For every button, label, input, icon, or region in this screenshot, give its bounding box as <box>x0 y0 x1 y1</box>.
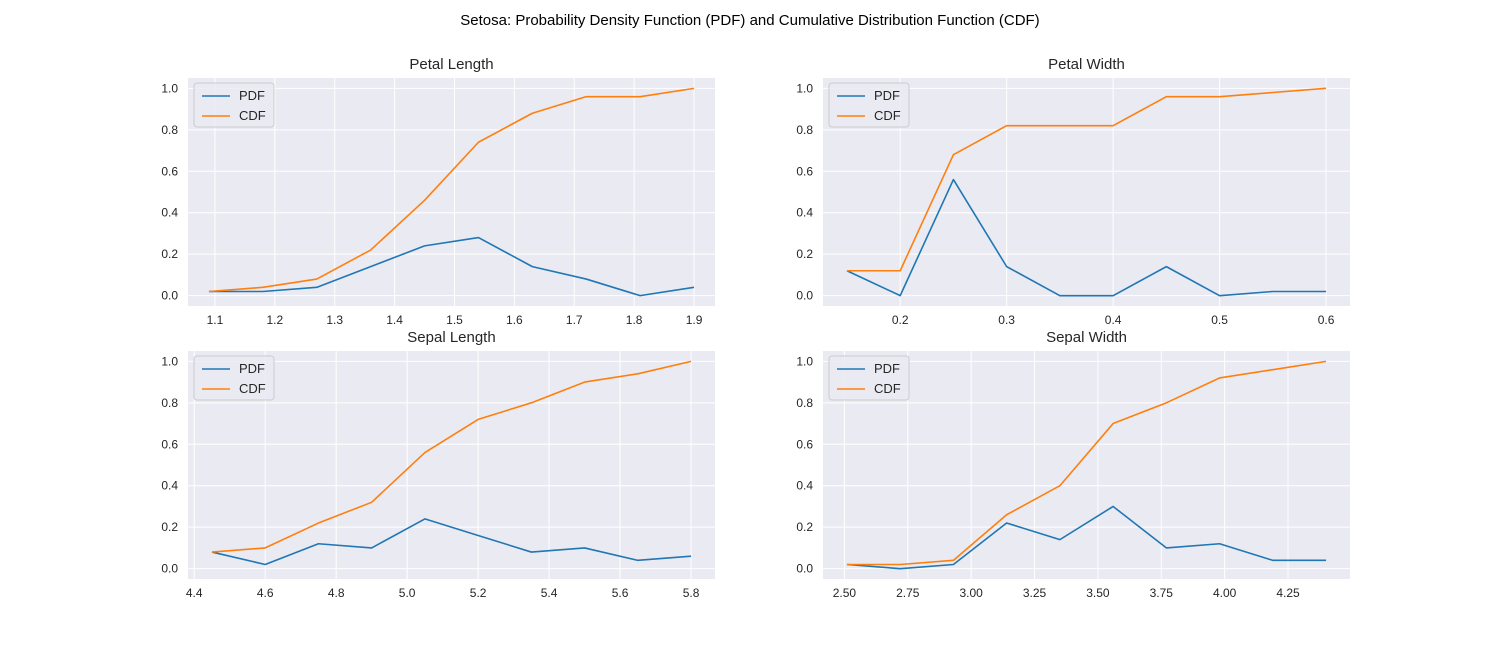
y-tick-label: 0.0 <box>161 289 178 303</box>
legend-label-cdf: CDF <box>874 108 901 123</box>
plot-area <box>823 78 1350 306</box>
series-line-cdf <box>208 87 695 293</box>
y-tick-label: 0.8 <box>796 396 813 410</box>
x-tick-label: 0.5 <box>1211 313 1228 327</box>
y-tick-label: 0.4 <box>161 206 178 220</box>
subplots-grid: 1.1 1.2 1.3 1.4 1.5 1.6 1.7 1.8 1.90.00.20.40.60… <box>161 56 1350 600</box>
y-tick-label: 1.0 <box>796 354 813 368</box>
y-tick-label: 0.6 <box>796 437 813 451</box>
y-tick-label: 0.6 <box>796 164 813 178</box>
x-tick-label: 0.3 <box>998 313 1015 327</box>
x-tick-label: 4.25 <box>1276 586 1300 600</box>
x-tick-label: 0.4 <box>1105 313 1122 327</box>
subplot-title: Petal Width <box>1048 56 1125 73</box>
y-tick-label: 1.0 <box>161 81 178 95</box>
x-tick-label: 5.6 <box>612 586 629 600</box>
series-line-pdf <box>211 518 692 566</box>
series-line-pdf <box>208 236 695 297</box>
x-tick-label: 5.8 <box>683 586 700 600</box>
legend: PDF CDF <box>193 82 275 128</box>
x-tick-label: 0.2 <box>892 313 909 327</box>
x-tick-label: 4.4 <box>186 586 203 600</box>
y-tick-label: 1.0 <box>161 354 178 368</box>
x-tick-label: 1.5 <box>446 313 463 327</box>
y-tick-label: 0.2 <box>796 520 813 534</box>
y-tick-label: 0.8 <box>161 123 178 137</box>
legend: PDF CDF <box>193 355 275 401</box>
x-tick-label: 5.0 <box>399 586 416 600</box>
x-tick-label: 1.6 <box>506 313 523 327</box>
y-tick-label: 0.8 <box>796 123 813 137</box>
subplot-title: Sepal Length <box>407 329 495 346</box>
x-tick-label: 5.4 <box>541 586 558 600</box>
figure-title: Setosa: Probability Density Function (PD… <box>460 12 1039 29</box>
legend-label-pdf: PDF <box>239 88 265 103</box>
panel-petal-width: 0.2 0.3 0.4 0.5 0.6 0.0 0.2 0.4 0.6 0.8 1.0 Petal W… <box>796 56 1350 327</box>
x-tick-label: 2.75 <box>896 586 920 600</box>
y-tick-label: 0.8 <box>161 396 178 410</box>
panel-sepal-width: 2.50 2.75 3.00 3.25 3.50 3.75 4.00 4.25 0.0 0.2 0.… <box>796 329 1350 600</box>
legend: PDF CDF <box>828 355 910 401</box>
y-tick-label: 0.2 <box>161 247 178 261</box>
x-tick-label: 3.25 <box>1023 586 1047 600</box>
plot-area <box>188 78 715 306</box>
series-line-cdf <box>846 360 1327 566</box>
x-tick-label: 1.3 <box>326 313 343 327</box>
y-tick-label: 0.2 <box>796 247 813 261</box>
y-tick-label: 0.0 <box>161 562 178 576</box>
panel-petal-length: 1.1 1.2 1.3 1.4 1.5 1.6 1.7 1.8 1.9 0.0 0.2 0.4 0.6 0… <box>161 56 715 327</box>
x-tick-label: 4.8 <box>328 586 345 600</box>
x-tick-label: 3.50 <box>1086 586 1110 600</box>
series-line-pdf <box>846 505 1327 570</box>
y-tick-label: 0.4 <box>796 206 813 220</box>
y-tick-label: 0.0 <box>796 289 813 303</box>
x-tick-label: 1.9 <box>686 313 703 327</box>
legend-label-cdf: CDF <box>239 381 266 396</box>
y-tick-label: 0.6 <box>161 437 178 451</box>
legend-label-cdf: CDF <box>239 108 266 123</box>
legend-label-pdf: PDF <box>874 361 900 376</box>
x-tick-label: 5.2 <box>470 586 487 600</box>
x-tick-label: 1.2 <box>266 313 283 327</box>
y-tick-label: 0.2 <box>161 520 178 534</box>
legend-label-cdf: CDF <box>874 381 901 396</box>
y-tick-label: 0.4 <box>796 479 813 493</box>
x-tick-label: 1.7 <box>566 313 583 327</box>
y-tick-label: 0.4 <box>161 479 178 493</box>
subplot-title: Petal Length <box>409 56 493 73</box>
panel-sepal-length: 4.4 4.6 4.8 5.0 5.2 5.4 5.6 5.8 0.0 0.2 0.4 0.6 0.8 1… <box>161 329 715 600</box>
x-tick-label: 4.6 <box>257 586 274 600</box>
legend-label-pdf: PDF <box>874 88 900 103</box>
legend: PDF CDF <box>828 82 910 128</box>
series-line-cdf <box>846 87 1327 272</box>
x-tick-label: 2.50 <box>833 586 857 600</box>
y-tick-label: 1.0 <box>796 81 813 95</box>
plot-area <box>188 351 715 579</box>
series-line-pdf <box>846 178 1327 297</box>
y-tick-label: 0.0 <box>796 562 813 576</box>
x-tick-label: 1.4 <box>386 313 403 327</box>
x-tick-label: 1.1 <box>207 313 224 327</box>
x-tick-label: 4.00 <box>1213 586 1237 600</box>
x-tick-label: 1.8 <box>626 313 643 327</box>
x-tick-label: 0.6 <box>1318 313 1335 327</box>
y-tick-label: 0.6 <box>161 164 178 178</box>
subplot-title: Sepal Width <box>1046 329 1127 346</box>
series-line-cdf <box>211 360 692 553</box>
x-tick-label: 3.75 <box>1150 586 1174 600</box>
legend-label-pdf: PDF <box>239 361 265 376</box>
x-tick-label: 3.00 <box>959 586 983 600</box>
plot-area <box>823 351 1350 579</box>
